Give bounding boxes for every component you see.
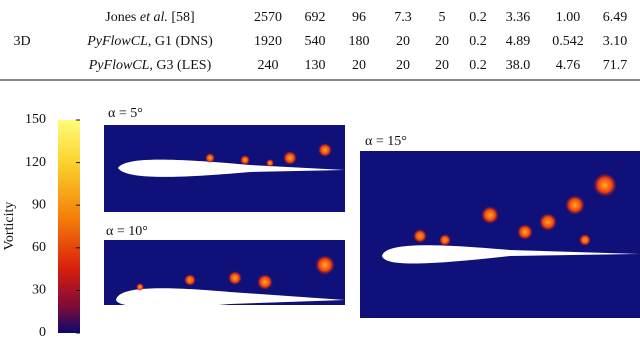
- colorbar-tick-label: 60: [32, 240, 46, 255]
- cell: 692: [305, 10, 326, 25]
- cell: 0.542: [552, 34, 584, 49]
- row-name: PyFlowCL, G3 (LES): [88, 58, 212, 73]
- cell: 20: [396, 58, 410, 73]
- cell: 71.7: [603, 58, 628, 73]
- cell: 2570: [254, 10, 282, 25]
- cell: 20: [396, 34, 410, 49]
- name-part: , G3 (LES): [149, 58, 211, 73]
- cell: 4.89: [506, 34, 531, 49]
- name-part: PyFlowCL: [86, 34, 148, 49]
- cell: 5: [439, 10, 446, 25]
- panel-label: α = 5°: [108, 106, 143, 121]
- name-part: , G1 (DNS): [148, 34, 213, 49]
- cell: 20: [352, 58, 366, 73]
- name-part: et al.: [140, 10, 168, 25]
- cell: 7.3: [394, 10, 412, 25]
- cell: 96: [352, 10, 366, 25]
- cell: 6.49: [603, 10, 628, 25]
- colorbar-tick-label: 150: [25, 112, 46, 127]
- cell: 0.2: [469, 10, 487, 25]
- row-name: PyFlowCL, G1 (DNS): [86, 34, 213, 49]
- cell: 540: [305, 34, 326, 49]
- cell: 20: [435, 34, 449, 49]
- cell: 130: [305, 58, 326, 73]
- cell: 4.76: [556, 58, 581, 73]
- colorbar-tick-label: 90: [32, 197, 46, 212]
- name-part: PyFlowCL: [88, 58, 150, 73]
- panel-2: [104, 240, 345, 308]
- cell: 1920: [254, 34, 282, 49]
- cell: 38.0: [506, 58, 531, 73]
- name-part: [58]: [168, 10, 195, 25]
- colorbar: [58, 120, 80, 333]
- row-name: Jones et al. [58]: [105, 10, 194, 25]
- table: 3D Jones et al. [58] 2570 692 96 7.3 5 0.2 3.36 1…: [13, 10, 627, 73]
- cell: 3.10: [603, 34, 628, 49]
- cell: 240: [258, 58, 279, 73]
- colorbar-tick-label: 0: [39, 325, 46, 340]
- colorbar-label: Vorticity: [2, 202, 17, 251]
- cell: 0.2: [469, 58, 487, 73]
- colorbar-ticks: 0 30 60 90 120 150: [25, 112, 80, 340]
- cell: 180: [349, 34, 370, 49]
- colorbar-tick-label: 120: [25, 155, 46, 170]
- panel-label: α = 10°: [106, 224, 148, 239]
- row-group: 3D: [13, 34, 30, 49]
- cell: 0.2: [469, 34, 487, 49]
- panel-3: [360, 151, 640, 318]
- name-part: Jones: [105, 10, 140, 25]
- colorbar-tick-label: 30: [32, 283, 46, 298]
- cell: 20: [435, 58, 449, 73]
- panel-1: [104, 125, 345, 212]
- panel-label: α = 15°: [365, 134, 407, 149]
- cell: 1.00: [556, 10, 581, 25]
- cell: 3.36: [506, 10, 531, 25]
